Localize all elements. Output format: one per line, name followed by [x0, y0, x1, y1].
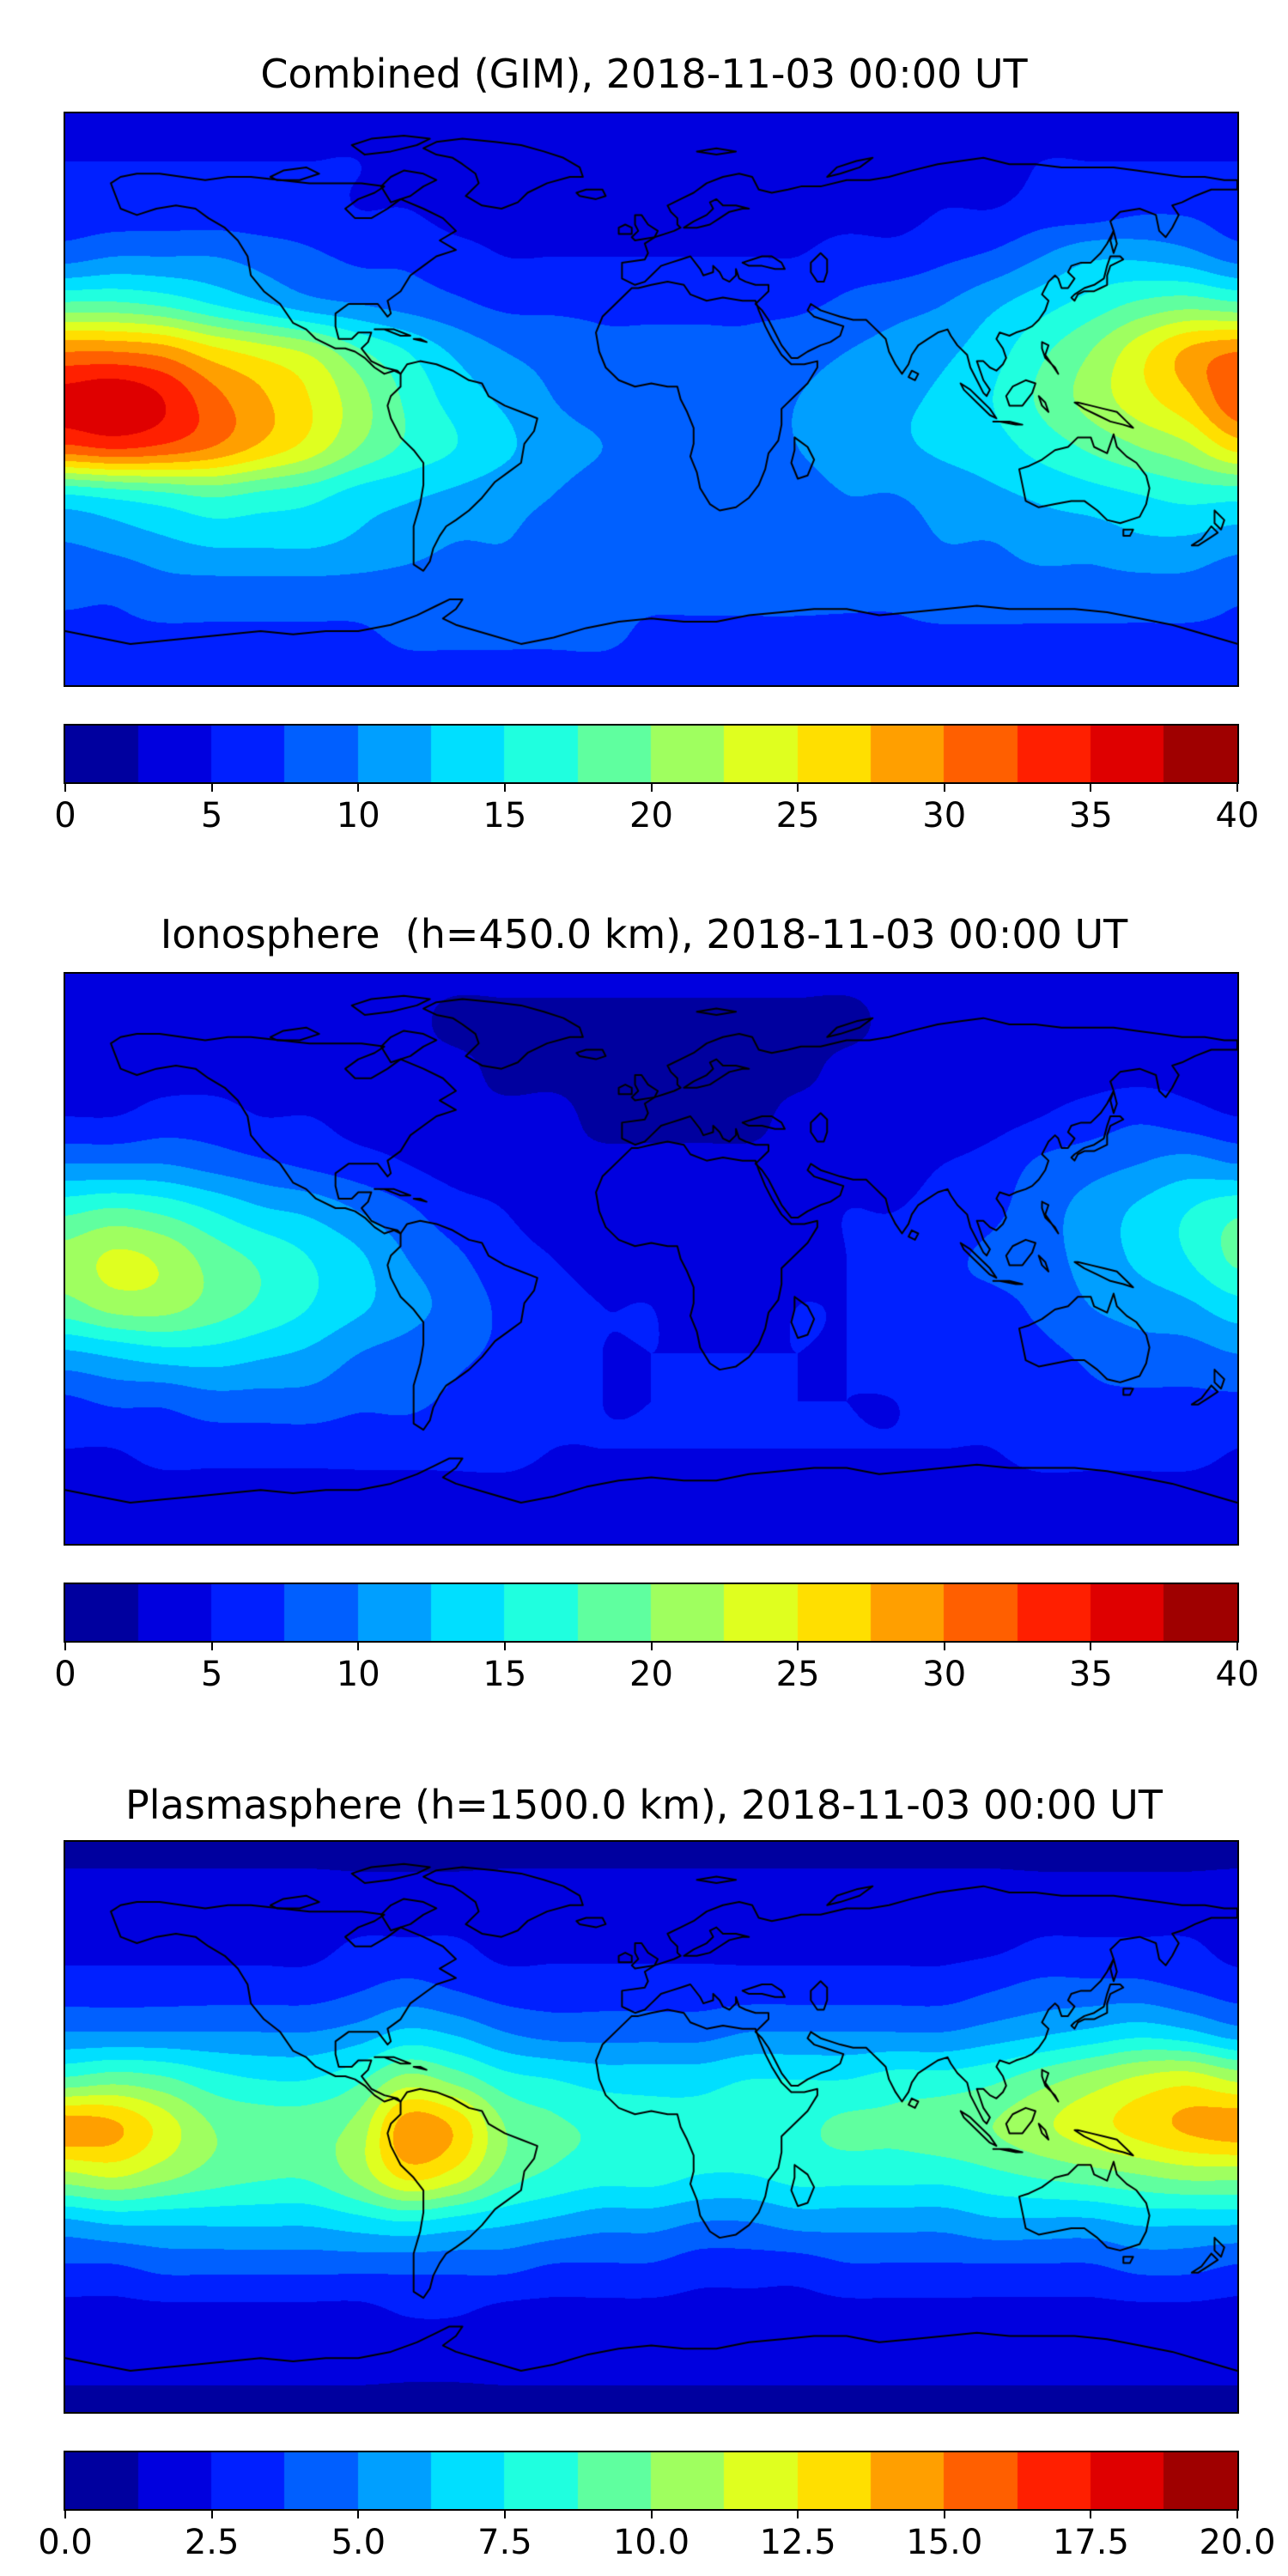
- colorbar-tick-mark: [64, 2511, 66, 2518]
- colorbar-tick-label: 30: [922, 796, 967, 835]
- colorbar-tick-label: 10: [336, 1655, 380, 1694]
- colorbar-tick-label: 35: [1068, 1655, 1113, 1694]
- colorbar-tick-mark: [1090, 784, 1092, 792]
- colorbar-ionosphere-ticks: 0 5 10 15 20 25 30 35 40: [54, 1643, 1259, 1703]
- colorbar-combined-ticks: 0 5 10 15 20 25 30 35 40: [54, 784, 1259, 844]
- colorbar-tick-label: 2.5: [184, 2523, 240, 2562]
- colorbar-tick-mark: [943, 2511, 945, 2518]
- colorbar-tick-mark: [503, 2511, 506, 2518]
- colorbar-tick-mark: [650, 1643, 653, 1650]
- colorbar-plasmasphere-ticks: 0.0 2.5 5.0 7.5 10.0 12.5 15.0 17.5 20.0: [38, 2511, 1276, 2571]
- colorbar-tick-label: 25: [775, 796, 820, 835]
- tec-map-combined-canvas: [64, 112, 1239, 687]
- colorbar-tick-label: 0: [54, 796, 76, 835]
- map-title-combined: Combined (GIM), 2018-11-03 00:00 UT: [260, 51, 1028, 97]
- colorbar-tick-mark: [357, 2511, 360, 2518]
- colorbar-tick-label: 0: [54, 1655, 76, 1694]
- colorbar-tick-mark: [1236, 2511, 1238, 2518]
- colorbar-tick-label: 5: [200, 1655, 223, 1694]
- colorbar-tick-mark: [1090, 2511, 1092, 2518]
- colorbar-tick-mark: [797, 1643, 799, 1650]
- colorbar-tick-label: 25: [775, 1655, 820, 1694]
- colorbar-tick-label: 10.0: [612, 2523, 690, 2562]
- colorbar-tick-mark: [650, 784, 653, 792]
- colorbar-tick-label: 7.5: [477, 2523, 532, 2562]
- colorbar-tick-mark: [1236, 1643, 1238, 1650]
- colorbar-tick-mark: [357, 784, 360, 792]
- colorbar-tick-label: 20: [629, 1655, 673, 1694]
- colorbar-tick-mark: [650, 2511, 653, 2518]
- colorbar-tick-mark: [357, 1643, 360, 1650]
- colorbar-tick-mark: [1090, 1643, 1092, 1650]
- colorbar-tick-mark: [210, 784, 213, 792]
- colorbar-tick-label: 15.0: [906, 2523, 983, 2562]
- colorbar-tick-mark: [64, 1643, 66, 1650]
- tec-map-plasmasphere-canvas: [64, 1840, 1239, 2414]
- colorbar-tick-label: 35: [1068, 796, 1113, 835]
- colorbar-tick-mark: [797, 2511, 799, 2518]
- colorbar-tick-mark: [943, 1643, 945, 1650]
- colorbar-tick-label: 20.0: [1199, 2523, 1276, 2562]
- colorbar-tick-label: 17.5: [1052, 2523, 1129, 2562]
- colorbar-tick-label: 5: [200, 796, 223, 835]
- map-title-plasmasphere: Plasmasphere (h=1500.0 km), 2018-11-03 0…: [125, 1782, 1163, 1828]
- colorbar-tick-mark: [64, 784, 66, 792]
- colorbar-tick-mark: [1236, 784, 1238, 792]
- colorbar-ionosphere-canvas: [64, 1583, 1239, 1643]
- colorbar-tick-label: 12.5: [759, 2523, 836, 2562]
- colorbar-tick-mark: [943, 784, 945, 792]
- map-title-ionosphere: Ionosphere (h=450.0 km), 2018-11-03 00:0…: [160, 911, 1128, 957]
- colorbar-tick-label: 0.0: [38, 2523, 93, 2562]
- colorbar-tick-label: 40: [1215, 796, 1260, 835]
- colorbar-tick-mark: [503, 784, 506, 792]
- colorbar-tick-mark: [210, 1643, 213, 1650]
- tec-map-ionosphere-canvas: [64, 972, 1239, 1546]
- colorbar-tick-label: 40: [1215, 1655, 1260, 1694]
- colorbar-tick-label: 30: [922, 1655, 967, 1694]
- colorbar-tick-mark: [797, 784, 799, 792]
- colorbar-combined-canvas: [64, 724, 1239, 784]
- colorbar-tick-mark: [210, 2511, 213, 2518]
- colorbar-tick-label: 15: [483, 1655, 527, 1694]
- colorbar-tick-label: 20: [629, 796, 673, 835]
- colorbar-tick-label: 10: [336, 796, 380, 835]
- colorbar-tick-mark: [503, 1643, 506, 1650]
- colorbar-tick-label: 15: [483, 796, 527, 835]
- colorbar-tick-label: 5.0: [331, 2523, 386, 2562]
- colorbar-plasmasphere-canvas: [64, 2451, 1239, 2511]
